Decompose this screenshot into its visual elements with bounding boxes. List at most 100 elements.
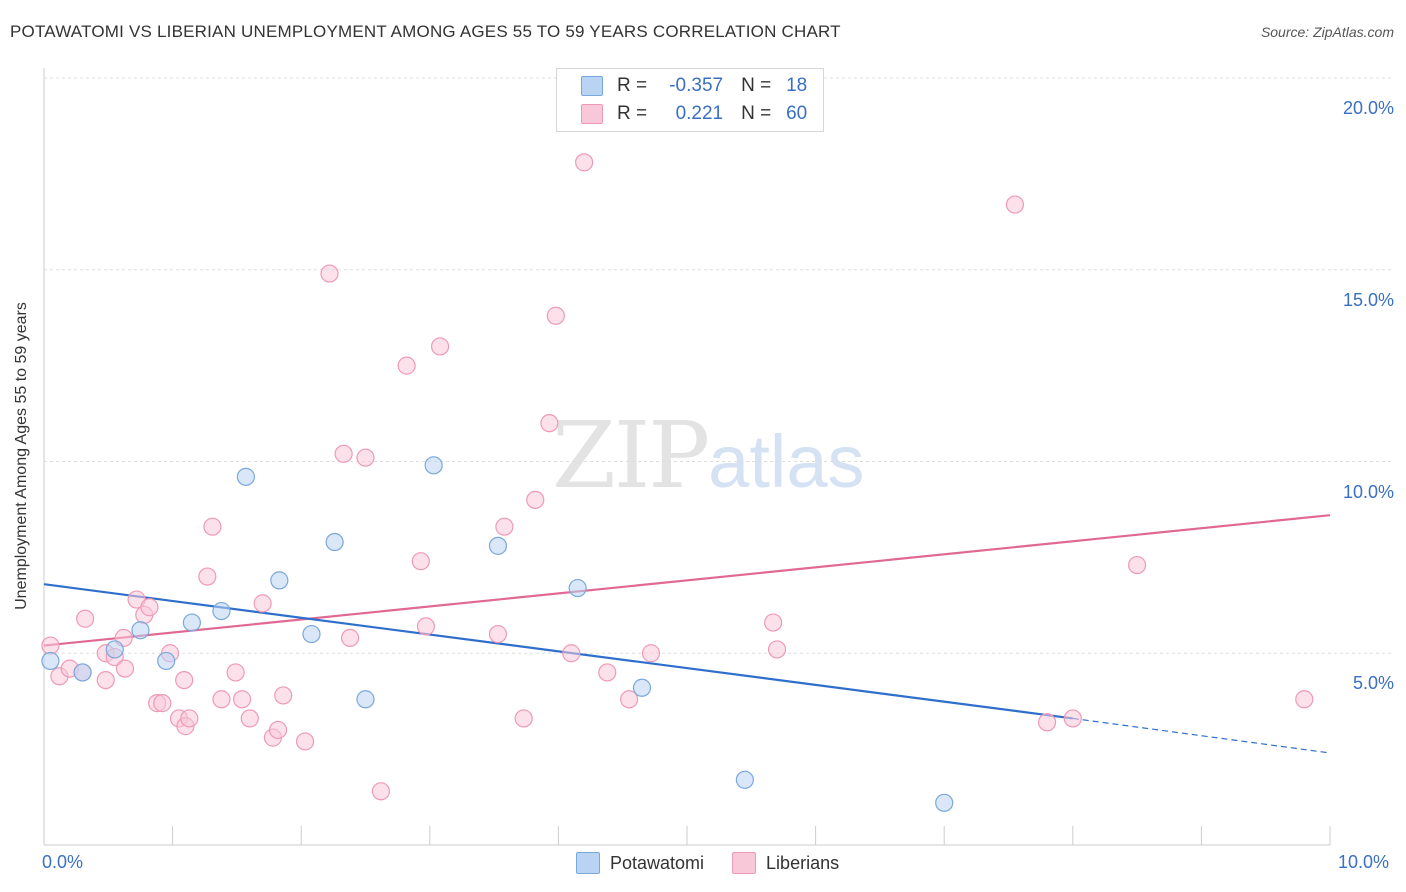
point-liberians [1005,195,1025,214]
point-liberians [526,490,545,509]
point-liberians [488,624,508,644]
point-liberians [76,609,95,628]
point-potawatomi [212,601,231,621]
y-tick-label: 10.0% [1342,481,1394,502]
series-label-liberians: Liberians [766,852,840,873]
point-liberians [641,644,661,663]
point-liberians [153,694,172,713]
point-liberians [295,732,315,751]
y-tick-label: 20.0% [1342,98,1394,118]
y-axis-label: Unemployment Among Ages 55 to 59 years [13,302,30,610]
trend-line-potawatomi-extension [1072,717,1331,754]
series-swatch-liberians [732,852,757,874]
point-liberians [411,552,430,571]
point-potawatomi [568,578,587,598]
point-liberians [334,444,353,463]
point-liberians [175,670,194,690]
point-liberians [514,709,533,728]
point-liberians [268,720,288,740]
point-potawatomi [236,467,256,486]
point-liberians [371,782,391,801]
correlation-legend: R = -0.357 N = 18 R = 0.221 N = 60 [556,68,824,132]
point-liberians [1037,713,1057,732]
point-liberians [1127,555,1147,575]
legend-n-value-liberians: 60 [786,103,808,124]
legend-swatch-liberians [581,104,603,124]
point-liberians [232,690,252,709]
axes [43,68,1331,846]
point-liberians [320,264,339,283]
point-potawatomi [41,651,60,671]
point-liberians [356,448,375,467]
point-liberians [140,598,159,617]
source-label: Source: ZipAtlas.com [1260,24,1394,40]
series-swatch-potawatomi [576,852,600,874]
data-points [41,153,1314,812]
point-liberians [416,617,436,636]
point-potawatomi [157,651,176,671]
series-legend: Potawatomi Liberians [576,852,867,874]
grid-lines [44,77,1394,654]
y-tick-label: 5.0% [1352,673,1394,694]
legend-row-liberians: R = 0.221 N = 60 [581,102,807,126]
point-potawatomi [424,456,443,475]
point-potawatomi [73,663,92,682]
point-liberians [253,594,272,613]
legend-r-label: R = [617,103,648,124]
point-potawatomi [105,640,124,659]
point-liberians [96,670,115,690]
legend-n-label: N = [741,75,772,96]
point-liberians [620,690,639,709]
legend-row-potawatomi: R = -0.357 N = 18 [581,74,807,98]
chart-title: POTAWATOMI VS LIBERIAN UNEMPLOYMENT AMON… [10,22,841,41]
legend-r-value-potawatomi: -0.357 [669,75,724,96]
legend-swatch-potawatomi [581,76,603,96]
point-liberians [430,337,450,356]
x-tick-label-min: 0.0% [42,852,84,872]
legend-n-value-potawatomi: 18 [786,75,808,96]
point-potawatomi [356,690,375,709]
point-liberians [546,306,565,325]
point-liberians [240,709,259,728]
point-potawatomi [182,613,201,632]
point-liberians [198,567,217,586]
trend-line-liberians [43,514,1331,647]
trend-lines [43,514,1331,754]
point-liberians [598,663,617,682]
legend-r-label: R = [617,75,648,96]
point-liberians [1295,690,1314,709]
point-liberians [274,686,293,705]
point-liberians [203,517,222,536]
x-tick-label-max: 10.0% [1338,852,1390,872]
point-liberians [212,690,231,709]
point-potawatomi [488,536,508,555]
point-potawatomi [735,770,754,789]
point-liberians [115,659,135,678]
series-legend-liberians: Liberians [732,852,839,874]
point-potawatomi [935,793,954,812]
point-potawatomi [270,571,289,590]
legend-r-value-liberians: 0.221 [675,103,724,124]
point-liberians [575,153,594,172]
point-liberians [226,663,245,682]
point-potawatomi [131,621,150,640]
point-potawatomi [325,532,344,552]
point-liberians [397,356,416,375]
point-liberians [41,636,60,655]
trend-line-potawatomi [43,583,1073,720]
series-label-potawatomi: Potawatomi [610,852,705,873]
point-liberians [540,414,559,433]
point-liberians [180,709,199,728]
point-potawatomi [302,624,321,644]
point-liberians [340,628,360,648]
y-tick-label: 15.0% [1342,289,1394,310]
point-liberians [764,613,783,632]
point-liberians [1063,709,1082,728]
watermark-zip: ZIP [552,402,710,509]
point-liberians [767,640,787,659]
legend-n-label: N = [741,103,772,124]
point-liberians [562,644,581,663]
point-potawatomi [632,678,652,697]
series-legend-potawatomi: Potawatomi [576,852,704,874]
